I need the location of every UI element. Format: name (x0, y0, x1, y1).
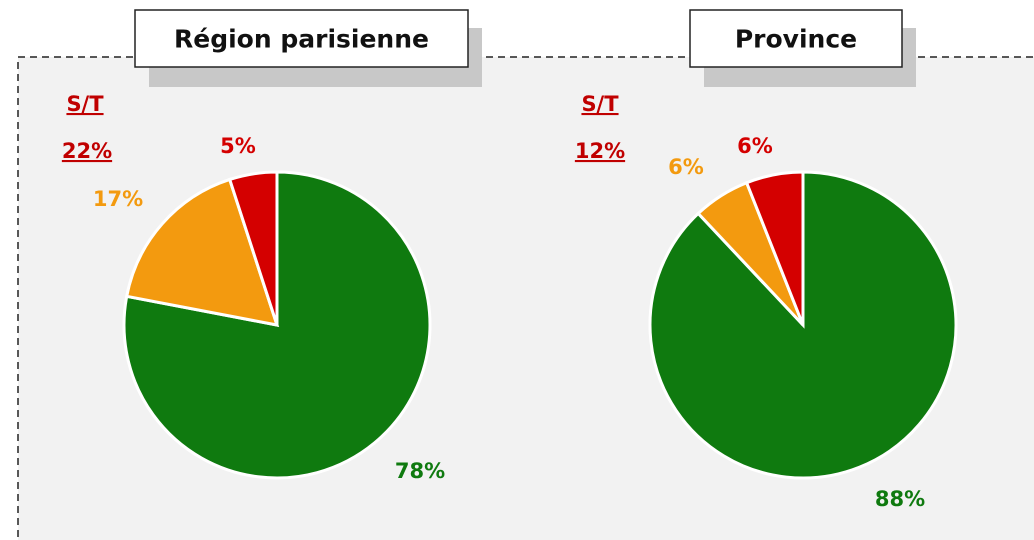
value-label: 5% (220, 134, 256, 158)
annotation-title: S/T (581, 92, 619, 116)
value-label: 88% (875, 487, 925, 511)
value-label: 6% (668, 155, 704, 179)
annotation-value: 12% (575, 139, 625, 163)
pie-slice (124, 177, 280, 327)
annotation-title: S/T (66, 92, 104, 116)
chart-title: Région parisienne (174, 25, 429, 54)
title-box (134, 9, 469, 68)
pie-slice (744, 170, 805, 326)
pie-slice (122, 170, 432, 480)
pie-slice (227, 170, 279, 326)
title-box (689, 9, 903, 68)
value-label: 78% (395, 459, 445, 483)
chart-title: Province (735, 25, 857, 54)
annotation-value: 22% (62, 139, 112, 163)
value-label: 6% (737, 134, 773, 158)
value-label: 17% (93, 187, 143, 211)
